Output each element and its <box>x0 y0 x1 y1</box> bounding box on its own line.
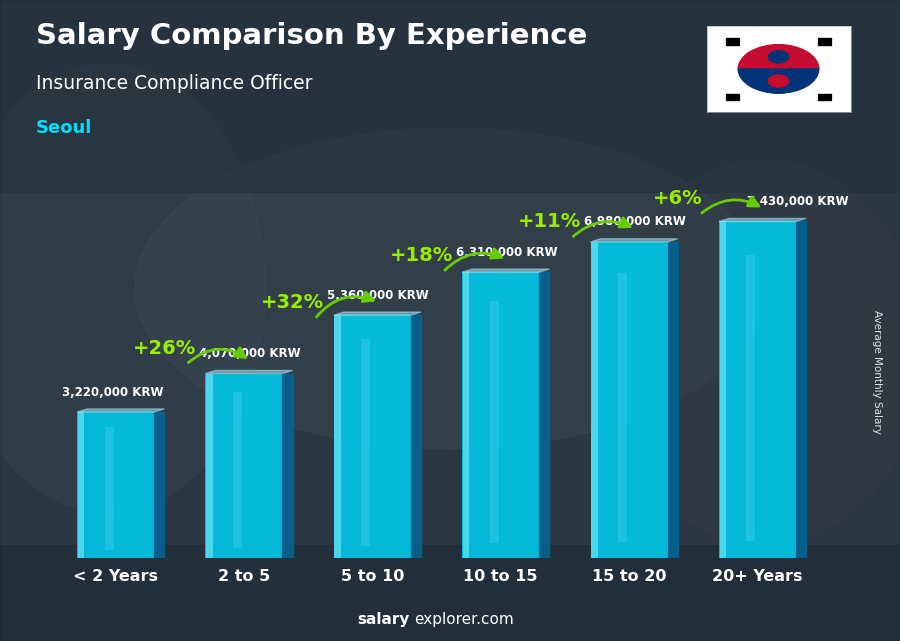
Bar <box>618 274 627 542</box>
Text: +32%: +32% <box>261 294 324 312</box>
Text: 4,070,000 KRW: 4,070,000 KRW <box>199 347 301 360</box>
Polygon shape <box>590 238 678 242</box>
Bar <box>463 272 539 558</box>
Polygon shape <box>77 409 165 412</box>
Bar <box>205 374 283 558</box>
Bar <box>726 96 733 98</box>
Text: Salary Comparison By Experience: Salary Comparison By Experience <box>36 22 587 51</box>
Bar <box>825 38 831 40</box>
Bar <box>818 94 825 96</box>
Circle shape <box>769 75 788 87</box>
Bar <box>818 41 825 42</box>
Bar <box>206 374 212 558</box>
Text: 7,430,000 KRW: 7,430,000 KRW <box>747 195 849 208</box>
Bar <box>746 255 755 541</box>
Bar <box>335 315 341 558</box>
Bar <box>362 339 371 545</box>
Bar <box>726 41 739 42</box>
Text: 6,310,000 KRW: 6,310,000 KRW <box>455 246 557 259</box>
Bar <box>0 0 900 192</box>
Bar <box>591 242 598 558</box>
Circle shape <box>759 45 798 69</box>
Bar <box>825 99 831 101</box>
Text: +18%: +18% <box>390 246 453 265</box>
Bar <box>818 96 831 98</box>
Bar <box>818 38 825 40</box>
Ellipse shape <box>0 64 266 513</box>
Bar <box>233 392 242 549</box>
Text: +11%: +11% <box>518 212 581 231</box>
Bar <box>825 94 831 96</box>
Bar <box>726 94 739 96</box>
Polygon shape <box>796 222 806 558</box>
Wedge shape <box>738 45 819 69</box>
Bar <box>77 412 154 558</box>
Polygon shape <box>205 370 292 374</box>
Polygon shape <box>154 412 165 558</box>
Text: 3,220,000 KRW: 3,220,000 KRW <box>62 385 163 399</box>
Bar <box>719 222 726 558</box>
Circle shape <box>769 51 788 63</box>
Polygon shape <box>463 269 550 272</box>
Ellipse shape <box>608 160 900 545</box>
Text: 5,360,000 KRW: 5,360,000 KRW <box>328 288 429 302</box>
Polygon shape <box>539 272 550 558</box>
Ellipse shape <box>135 128 765 449</box>
Bar <box>463 272 469 558</box>
Polygon shape <box>719 219 806 222</box>
Text: Insurance Compliance Officer: Insurance Compliance Officer <box>36 74 312 93</box>
Bar <box>825 41 831 42</box>
Bar <box>719 222 796 558</box>
Bar <box>334 315 410 558</box>
Bar <box>726 44 739 45</box>
Bar <box>733 99 739 101</box>
Bar <box>733 96 739 98</box>
Bar <box>818 44 831 45</box>
Polygon shape <box>334 312 421 315</box>
Polygon shape <box>668 242 678 558</box>
Bar <box>818 99 825 101</box>
Text: salary: salary <box>357 612 410 627</box>
Bar <box>77 412 85 558</box>
Text: +26%: +26% <box>133 338 196 358</box>
Text: +6%: +6% <box>653 189 703 208</box>
Bar <box>726 38 739 40</box>
Text: 6,980,000 KRW: 6,980,000 KRW <box>584 215 686 228</box>
Text: explorer.com: explorer.com <box>414 612 514 627</box>
Polygon shape <box>410 315 421 558</box>
Bar <box>490 301 499 544</box>
Bar <box>726 99 733 101</box>
Wedge shape <box>738 69 819 93</box>
Polygon shape <box>283 374 293 558</box>
Text: Average Monthly Salary: Average Monthly Salary <box>872 310 883 434</box>
Bar <box>590 242 668 558</box>
Bar <box>104 426 113 551</box>
Text: Seoul: Seoul <box>36 119 93 137</box>
Bar <box>0 545 900 641</box>
Circle shape <box>759 69 798 93</box>
